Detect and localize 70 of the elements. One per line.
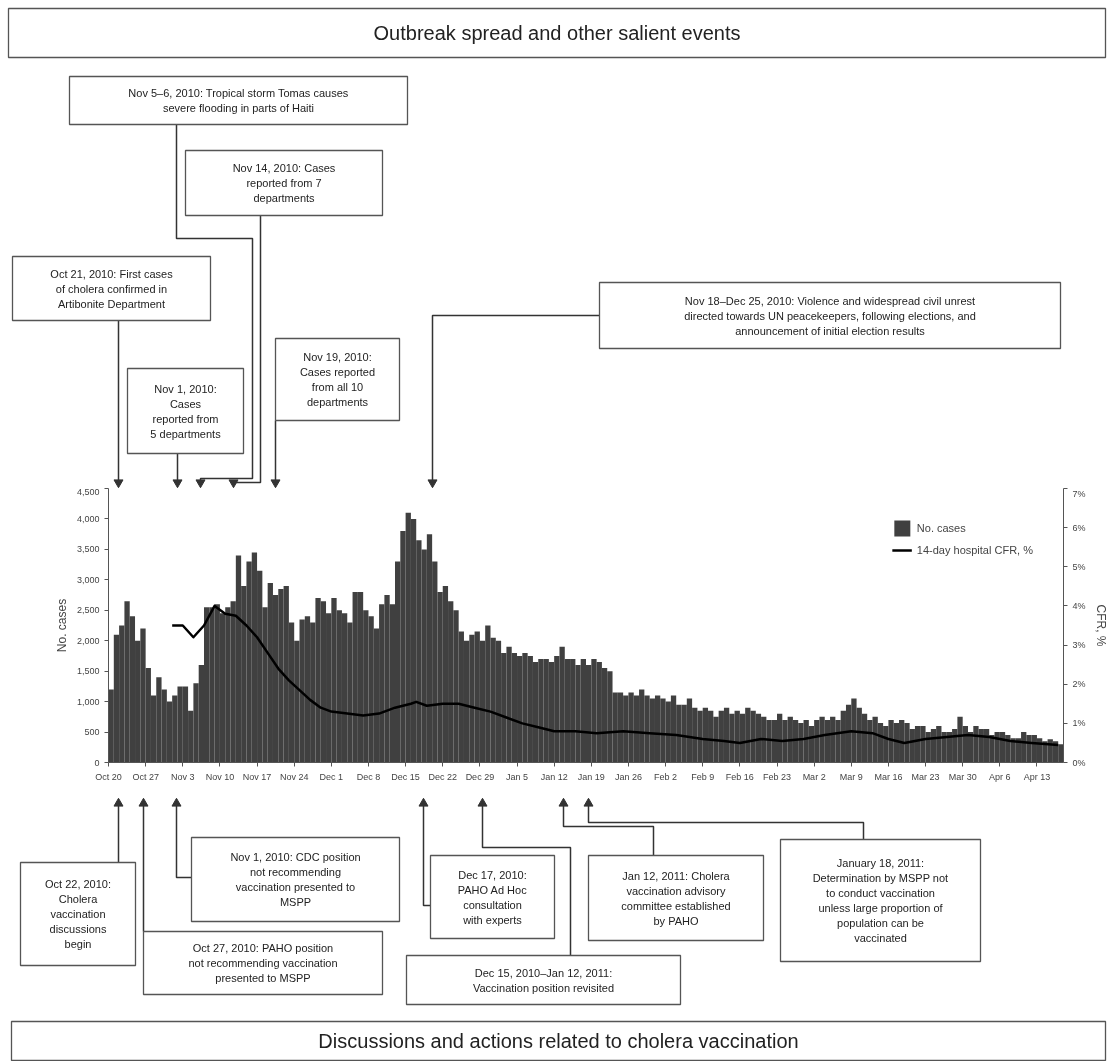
x-tick-label: Jan 26: [614, 771, 642, 782]
y2-tick-label: 7%: [1072, 488, 1086, 499]
x-tick-label: Mar 2: [802, 771, 826, 782]
x-tick-label: Apr 13: [1023, 771, 1051, 782]
text: Nov 18–Dec 25, 2010: Violence and widespread civil unrest directed towards UN peacekeepers, following elections, and announcement of initial election results: [684, 294, 976, 337]
x-tick-label: Jan 5: [506, 771, 529, 782]
x-tick-label: Feb 16: [725, 771, 754, 782]
legend-label: No. cases: [916, 522, 966, 534]
bar: [495, 640, 502, 763]
y-axis-title: No. cases: [54, 598, 69, 653]
x-tick-label: Nov 24: [279, 771, 309, 782]
y2-tick-label: 0%: [1072, 757, 1086, 768]
x-tick-label: Feb 2: [654, 771, 678, 782]
x-tick-label: Dec 1: [319, 771, 344, 782]
text: Oct 22, 2010: Cholera vaccination discussions begin: [44, 878, 112, 950]
x-tick-label: Dec 22: [428, 771, 458, 782]
x-tick-label: Feb 23: [762, 771, 792, 782]
y2-tick-label: 6%: [1072, 522, 1086, 533]
x-tick-label: Dec 15: [391, 771, 420, 782]
y-tick-label: 2,500: [76, 605, 100, 616]
y-tick-label: 2,000: [76, 635, 100, 646]
text: Nov 19, 2010: Cases reported from all 10 departments: [299, 351, 376, 408]
y-tick-label: 3,500: [76, 544, 100, 555]
y-tick-label: 1,000: [76, 696, 100, 707]
y-tick-label: 4,000: [76, 513, 100, 524]
y-tick-label: 1,500: [76, 666, 100, 677]
x-tick-label: Nov 17: [242, 771, 272, 782]
y-tick-label: 500: [84, 727, 100, 738]
y2-tick-label: 5%: [1072, 561, 1086, 572]
text: Jan 12, 2011: Cholera vaccination advisory committee established by PAHO: [621, 869, 731, 927]
legend-label: 14-day hospital CFR, %: [916, 544, 1033, 556]
x-tick-label: Mar 16: [874, 771, 903, 782]
x-tick-label: Mar 23: [911, 771, 940, 782]
bar: [235, 555, 242, 763]
bar: [426, 534, 433, 763]
x-tick-label: Dec 29: [465, 771, 495, 782]
text: Oct 21, 2010: First cases of cholera confirmed in Artibonite Department: [50, 267, 174, 310]
text: Nov 1, 2010: Cases reported from 5 departments: [150, 382, 222, 440]
x-tick-label: Nov 3: [171, 771, 195, 782]
text: Nov 5–6, 2010: Tropical storm Tomas causes severe flooding in parts of Haiti: [128, 87, 349, 114]
y2-tick-label: 1%: [1072, 718, 1086, 729]
x-tick-label: Oct 20: [95, 771, 122, 782]
text: Discussions and actions related to cholera vaccination: [318, 1030, 799, 1052]
line-series: [170, 604, 1060, 747]
bar: [304, 616, 311, 763]
x-tick-label: Jan 19: [577, 771, 605, 782]
text: Oct 27, 2010: PAHO position not recommending vaccination presented to MSPP: [188, 942, 338, 984]
y2-tick-label: 2%: [1072, 679, 1086, 690]
text: Nov 14, 2010: Cases reported from 7 departments: [232, 162, 336, 204]
y2-axis-title: CFR, %: [1093, 604, 1108, 647]
text: January 18, 2011: Determination by MSPP not to conduct vaccination unless large proportion of population can be vaccinated: [812, 857, 949, 944]
x-tick-label: Jan 12: [540, 771, 568, 782]
x-tick-label: Oct 27: [132, 771, 159, 782]
bar: [617, 692, 624, 763]
bar: [357, 592, 364, 763]
chart-title: Outbreak spread and other salient events: [373, 22, 741, 44]
text: Dec 15, 2010–Jan 12, 2011: Vaccination position revisited: [472, 966, 615, 994]
x-tick-label: Feb 9: [691, 771, 715, 782]
y2-tick-label: 3%: [1072, 640, 1086, 651]
text: Dec 17, 2010: PAHO Ad Hoc consultation with experts: [457, 868, 528, 926]
x-tick-label: Nov 10: [205, 771, 235, 782]
y-tick-label: 3,000: [76, 574, 100, 585]
x-tick-label: Mar 9: [839, 771, 863, 782]
y2-tick-label: 4%: [1072, 600, 1086, 611]
x-tick-label: Dec 8: [356, 771, 381, 782]
text: Nov 1, 2010: CDC position not recommending vaccination presented to MSPP: [230, 851, 361, 908]
y-tick-label: 0: [94, 757, 100, 768]
x-tick-label: Apr 6: [989, 771, 1011, 782]
y-tick-label: 4,500: [76, 486, 100, 497]
x-tick-label: Mar 30: [948, 771, 977, 782]
